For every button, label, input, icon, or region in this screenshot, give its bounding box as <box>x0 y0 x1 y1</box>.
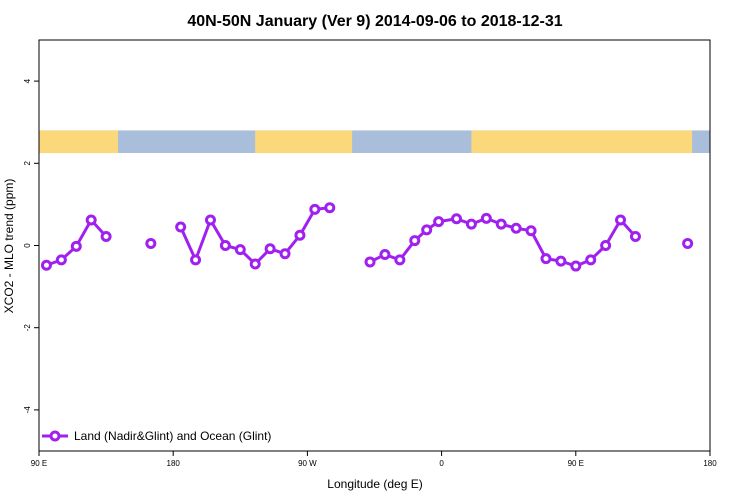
data-point-0-27 <box>510 222 522 234</box>
data-point-0-11 <box>249 258 261 270</box>
data-point-0-7 <box>190 254 202 266</box>
data-point-0-20 <box>409 235 421 247</box>
data-point-0-19 <box>394 254 406 266</box>
data-point-0-9 <box>219 240 231 251</box>
map-land-2 <box>471 130 693 154</box>
x-axis: 90 E 180 90 W 0 90 E 180 <box>31 451 717 468</box>
data-point-0-32 <box>585 254 597 266</box>
world-map-strip <box>39 130 710 154</box>
data-point-0-13 <box>279 248 291 260</box>
legend-label: Land (Nadir&Glint) and Ocean (Glint) <box>74 429 271 443</box>
data-point-0-4 <box>100 230 112 242</box>
x-tick-label-0: 90 E <box>31 459 47 468</box>
data-point-0-6 <box>175 221 187 233</box>
data-point-0-10 <box>234 244 246 256</box>
x-tick-label-1: 180 <box>167 459 181 468</box>
data-point-0-21 <box>421 224 433 236</box>
x-tick-label-2: 90 W <box>298 459 317 468</box>
y-tick-label-1: -2 <box>23 324 32 332</box>
map-land-1 <box>255 130 353 154</box>
legend-marker-swatch <box>49 430 61 442</box>
data-point-0-35 <box>629 230 641 242</box>
y-tick-label-4: 4 <box>23 78 32 83</box>
data-point-0-5 <box>145 237 157 249</box>
data-point-0-30 <box>555 255 567 267</box>
data-point-0-8 <box>204 214 216 226</box>
data-point-0-22 <box>433 216 445 228</box>
series-line-0-2 <box>179 206 330 266</box>
data-point-0-1 <box>55 254 67 266</box>
y-axis-label: XCO2 - MLO trend (ppm) <box>2 179 16 314</box>
x-tick-label-3: 0 <box>439 459 444 468</box>
chart-title: 40N-50N January (Ver 9) 2014-09-06 to 20… <box>187 13 562 30</box>
data-point-0-23 <box>451 213 463 225</box>
data-point-0-16 <box>324 202 336 214</box>
map-land-0 <box>39 130 119 154</box>
data-point-0-24 <box>465 218 477 230</box>
data-point-0-34 <box>615 214 627 226</box>
data-point-0-17 <box>364 256 376 268</box>
data-point-0-2 <box>70 240 82 252</box>
data-point-0-14 <box>294 229 306 241</box>
data-point-0-28 <box>525 225 537 237</box>
legend: Land (Nadir&Glint) and Ocean (Glint) <box>42 429 271 443</box>
y-tick-label-0: -4 <box>23 406 32 414</box>
data-point-0-18 <box>379 249 391 261</box>
data-point-0-12 <box>264 243 276 255</box>
data-point-0-31 <box>570 260 582 272</box>
y-tick-label-2: 0 <box>23 243 32 248</box>
data-point-0-33 <box>600 240 612 251</box>
data-point-0-25 <box>480 212 492 224</box>
y-axis: -4 -2 0 2 4 <box>23 78 39 413</box>
data-point-0-26 <box>495 218 507 230</box>
data-point-0-3 <box>85 214 97 226</box>
data-point-0-29 <box>540 253 552 265</box>
x-tick-label-4: 90 E <box>568 459 584 468</box>
data-point-0-15 <box>309 203 321 215</box>
y-tick-label-3: 2 <box>23 161 32 166</box>
x-tick-label-5: 180 <box>703 459 717 468</box>
x-axis-label: Longitude (deg E) <box>327 477 422 491</box>
data-point-0-0 <box>40 259 52 271</box>
data-point-0-36 <box>682 237 694 249</box>
series-layer <box>40 202 694 272</box>
